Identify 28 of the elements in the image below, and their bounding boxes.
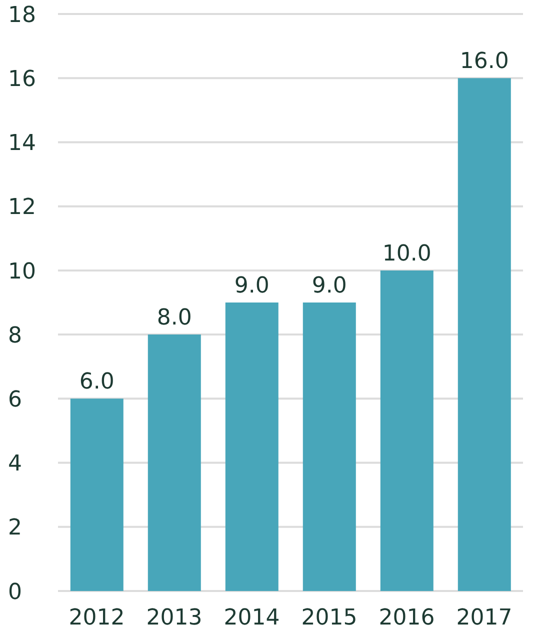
bar <box>225 302 278 591</box>
x-tick-label: 2012 <box>68 606 125 631</box>
data-label: 9.0 <box>234 274 270 298</box>
bar <box>380 270 434 591</box>
y-tick-label: 12 <box>8 195 36 220</box>
data-label: 10.0 <box>382 241 432 266</box>
x-tick-label: 2016 <box>378 606 435 631</box>
data-label: 16.0 <box>460 49 509 74</box>
y-tick-label: 2 <box>8 516 22 541</box>
data-label: 8.0 <box>156 306 192 331</box>
data-label: 9.0 <box>312 274 347 298</box>
bar <box>70 398 124 591</box>
x-tick-label: 2014 <box>224 606 280 631</box>
y-tick-label: 14 <box>8 131 36 156</box>
data-label: 6.0 <box>79 370 114 395</box>
y-tick-label: 18 <box>8 2 36 28</box>
bar <box>302 302 356 591</box>
x-tick-label: 2017 <box>456 606 512 631</box>
y-tick-label: 10 <box>8 259 36 284</box>
y-tick-label: 4 <box>8 452 22 477</box>
bar <box>148 334 201 591</box>
y-tick-label: 0 <box>8 580 22 605</box>
x-tick-label: 2013 <box>146 606 202 631</box>
y-tick-label: 8 <box>8 323 22 348</box>
y-tick-label: 16 <box>8 66 36 92</box>
x-tick-label: 2015 <box>301 606 358 631</box>
bar <box>458 78 511 591</box>
y-tick-label: 6 <box>8 387 22 412</box>
